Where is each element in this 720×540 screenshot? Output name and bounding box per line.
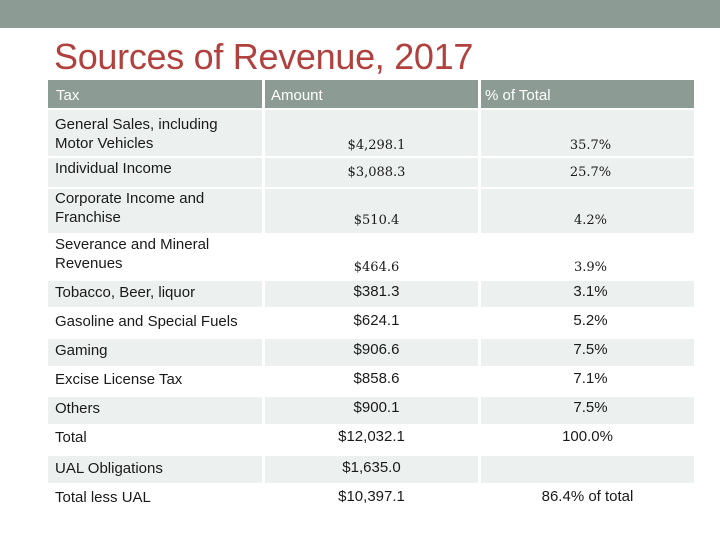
percent-value: 5.2%	[573, 312, 608, 329]
percent-cell: 4.2%	[481, 189, 694, 233]
percent-cell: 3.1%	[481, 281, 694, 307]
percent-value: 7.1%	[573, 370, 608, 387]
amount-cell: $10,397.1	[265, 485, 478, 514]
amount-cell: $381.3	[265, 281, 478, 307]
percent-cell: 5.2%	[481, 309, 694, 337]
percent-cell: 3.9%	[481, 235, 694, 279]
tax-label: Gaming	[55, 342, 108, 359]
amount-cell: $12,032.1	[265, 426, 478, 454]
table-row: Total less UAL $10,397.1 86.4% of total	[48, 485, 694, 516]
percent-value: 3.9%	[573, 260, 608, 275]
amount-value: $4,298.1	[347, 138, 406, 153]
percent-value: 35.7%	[569, 138, 612, 153]
tax-label: Gasoline and Special Fuels	[55, 313, 238, 330]
amount-value: $10,397.1	[338, 488, 405, 505]
amount-cell: $4,298.1	[265, 110, 478, 156]
amount-value: $900.1	[353, 399, 400, 416]
table-row: Tobacco, Beer, liquor $381.3 3.1%	[48, 281, 694, 309]
amount-cell: $3,088.3	[265, 158, 478, 187]
table-row: UAL Obligations $1,635.0	[48, 456, 694, 485]
percent-cell: 35.7%	[481, 110, 694, 156]
amount-value: $464.6	[353, 260, 400, 275]
tax-cell: Individual Income	[48, 158, 262, 187]
table-row: Excise License Tax $858.6 7.1%	[48, 368, 694, 397]
table-row: Corporate Income and Franchise $510.4 4.…	[48, 189, 694, 235]
amount-value: $3,088.3	[347, 165, 406, 180]
percent-cell: 86.4% of total	[481, 485, 694, 514]
tax-cell: General Sales, including Motor Vehicles	[48, 110, 262, 156]
tax-label: UAL Obligations	[55, 460, 163, 477]
amount-value: $381.3	[353, 283, 400, 300]
table-row: Gaming $906.6 7.5%	[48, 339, 694, 368]
percent-cell: 100.0%	[481, 426, 694, 454]
slide-title: Sources of Revenue, 2017	[54, 36, 474, 77]
amount-cell: $624.1	[265, 309, 478, 337]
tax-label: Others	[55, 400, 101, 417]
tax-cell: Corporate Income and Franchise	[48, 189, 262, 233]
tax-label: Severance and Mineral Revenues	[55, 236, 210, 272]
tax-cell: UAL Obligations	[48, 456, 262, 483]
table-row: Gasoline and Special Fuels $624.1 5.2%	[48, 309, 694, 339]
percent-value: 25.7%	[569, 165, 612, 180]
tax-label: Total	[55, 429, 87, 446]
header-percent: % of Total	[481, 80, 694, 108]
amount-cell: $900.1	[265, 397, 478, 424]
tax-cell: Gaming	[48, 339, 262, 366]
amount-value: $858.6	[353, 370, 400, 387]
percent-cell: 25.7%	[481, 158, 694, 187]
tax-label: Total less UAL	[55, 489, 151, 506]
tax-cell: Tobacco, Beer, liquor	[48, 281, 262, 307]
amount-value: $510.4	[353, 213, 400, 228]
amount-cell: $858.6	[265, 368, 478, 395]
tax-label: Individual Income	[55, 160, 172, 177]
table-row: Severance and Mineral Revenues $464.6 3.…	[48, 235, 694, 281]
percent-value: 3.1%	[573, 283, 608, 300]
percent-value: 7.5%	[573, 399, 608, 416]
percent-value: 86.4% of total	[541, 488, 634, 505]
amount-value: $906.6	[353, 341, 400, 358]
table-row: Individual Income $3,088.3 25.7%	[48, 158, 694, 189]
amount-cell: $464.6	[265, 235, 478, 279]
revenue-table: Tax Amount % of Total General Sales, inc…	[48, 80, 694, 516]
tax-label: General Sales, including Motor Vehicles	[55, 116, 218, 152]
tax-cell: Total	[48, 426, 262, 454]
header-tax: Tax	[48, 80, 262, 108]
percent-cell: 7.5%	[481, 339, 694, 366]
top-accent-bar	[0, 0, 720, 28]
table-row: Others $900.1 7.5%	[48, 397, 694, 426]
amount-value: $1,635.0	[342, 459, 401, 476]
percent-cell: 7.5%	[481, 397, 694, 424]
amount-cell: $510.4	[265, 189, 478, 233]
tax-label: Tobacco, Beer, liquor	[55, 284, 196, 301]
table-header-row: Tax Amount % of Total	[48, 80, 694, 110]
percent-cell: 7.1%	[481, 368, 694, 395]
tax-cell: Excise License Tax	[48, 368, 262, 395]
percent-value: 4.2%	[573, 213, 608, 228]
tax-cell: Total less UAL	[48, 485, 262, 514]
amount-cell: $1,635.0	[265, 456, 478, 483]
amount-cell: $906.6	[265, 339, 478, 366]
percent-value: 100.0%	[562, 428, 613, 445]
tax-cell: Others	[48, 397, 262, 424]
tax-cell: Severance and Mineral Revenues	[48, 235, 262, 279]
amount-value: $624.1	[353, 312, 400, 329]
table-row: General Sales, including Motor Vehicles …	[48, 110, 694, 158]
amount-value: $12,032.1	[338, 428, 405, 445]
percent-cell	[481, 456, 694, 483]
percent-value: 7.5%	[573, 341, 608, 358]
table-row: Total $12,032.1 100.0%	[48, 426, 694, 456]
tax-label: Corporate Income and Franchise	[55, 190, 205, 226]
header-amount: Amount	[265, 80, 478, 108]
tax-cell: Gasoline and Special Fuels	[48, 309, 262, 337]
tax-label: Excise License Tax	[55, 371, 183, 388]
